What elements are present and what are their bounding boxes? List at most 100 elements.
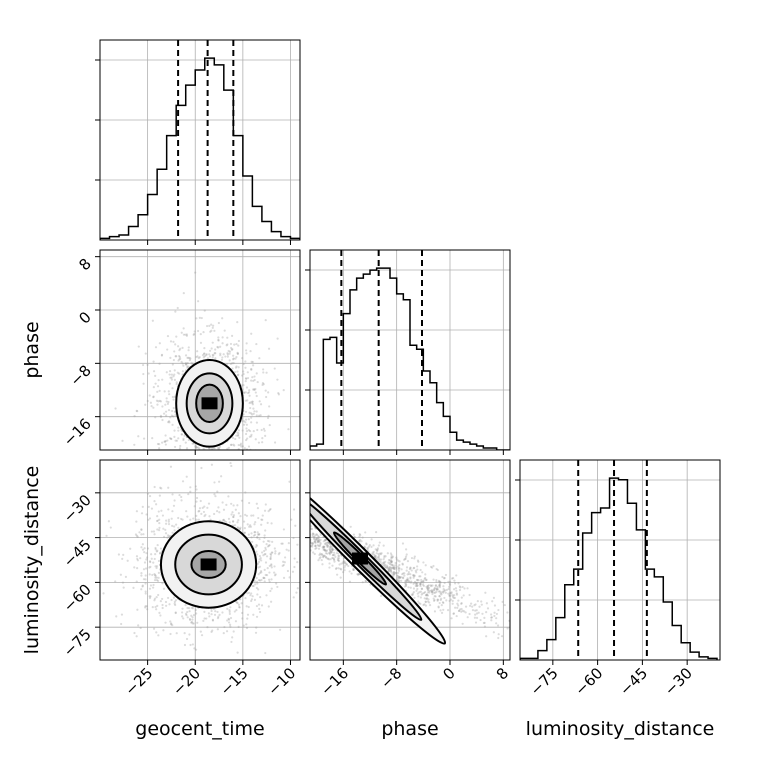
sample-point <box>319 533 322 536</box>
sample-point <box>471 609 475 612</box>
sample-point <box>413 596 416 599</box>
sample-point <box>167 518 170 521</box>
sample-point <box>175 355 178 358</box>
sample-point <box>245 342 248 345</box>
sample-point <box>430 584 433 588</box>
sample-point <box>221 356 224 359</box>
sample-point <box>382 561 385 564</box>
sample-point <box>174 603 177 607</box>
sample-point <box>330 550 334 553</box>
sample-point <box>417 560 420 563</box>
sample-point <box>246 450 248 452</box>
sample-point <box>274 539 276 541</box>
sample-point <box>172 340 175 343</box>
sample-point <box>287 541 290 545</box>
sample-point <box>251 400 254 403</box>
sample-point <box>157 400 160 403</box>
sample-point <box>419 596 422 599</box>
sample-point <box>258 558 261 561</box>
sample-point <box>455 614 458 618</box>
sample-point <box>403 572 406 575</box>
sample-point <box>214 454 216 456</box>
sample-point <box>144 605 147 608</box>
sample-point <box>435 567 438 571</box>
sample-point <box>156 528 159 531</box>
sample-point <box>165 371 168 374</box>
sample-point <box>178 452 180 454</box>
sample-point <box>432 599 436 602</box>
sample-point <box>428 601 431 604</box>
sample-point <box>308 540 310 542</box>
sample-point <box>306 542 308 544</box>
sample-point <box>191 464 193 466</box>
sample-point <box>161 441 164 444</box>
sample-point <box>326 541 330 544</box>
sample-point <box>329 546 332 549</box>
sample-point <box>161 418 164 422</box>
sample-point <box>164 522 168 525</box>
sample-point <box>219 345 222 348</box>
sample-point <box>400 579 403 582</box>
sample-point <box>217 321 220 325</box>
sample-point <box>253 388 256 391</box>
sample-point <box>174 450 176 452</box>
sample-point <box>326 544 329 547</box>
sample-point <box>495 622 498 625</box>
sample-point <box>322 555 325 558</box>
sample-point <box>259 505 261 507</box>
sample-point <box>207 451 209 453</box>
sample-point <box>238 527 242 531</box>
sample-point <box>255 550 258 553</box>
sample-point <box>199 452 201 454</box>
sample-point <box>436 599 439 602</box>
sample-point <box>423 603 426 606</box>
sample-point <box>203 514 206 518</box>
sample-point <box>109 526 112 529</box>
sample-point <box>154 382 157 385</box>
sample-point <box>254 631 258 634</box>
sample-point <box>279 516 281 518</box>
sample-point <box>439 598 442 602</box>
sample-point <box>235 342 238 346</box>
sample-point <box>180 433 184 436</box>
sample-point <box>255 626 258 629</box>
sample-point <box>283 538 285 540</box>
sample-point <box>431 591 434 594</box>
sample-point <box>438 581 441 584</box>
sample-point <box>278 532 280 534</box>
sample-point <box>180 331 183 334</box>
sample-point <box>168 370 172 373</box>
sample-point <box>419 575 422 578</box>
histogram-geocent_time <box>100 57 300 240</box>
sample-point <box>156 579 160 582</box>
sample-point <box>236 526 239 529</box>
sample-point <box>241 445 245 448</box>
sample-point <box>317 547 321 550</box>
sample-point <box>210 323 213 326</box>
sample-point <box>390 559 393 562</box>
sample-point <box>264 651 267 655</box>
sample-point <box>157 571 160 575</box>
sample-point <box>234 370 237 374</box>
sample-point <box>245 504 247 506</box>
sample-point <box>353 535 356 539</box>
sample-point <box>202 619 205 622</box>
sample-point <box>140 528 143 531</box>
sample-point <box>216 628 219 631</box>
sample-point <box>192 465 194 467</box>
sample-point <box>153 485 156 489</box>
sample-point <box>263 580 266 583</box>
sample-point <box>260 559 263 562</box>
sample-point <box>241 617 244 620</box>
sample-point <box>173 410 177 413</box>
sample-point <box>278 527 280 529</box>
sample-point <box>159 400 163 403</box>
sample-point <box>463 587 466 590</box>
sample-point <box>416 559 420 562</box>
sample-point <box>246 505 248 507</box>
sample-point <box>264 546 267 549</box>
sample-point <box>379 560 382 564</box>
sample-point <box>286 535 288 537</box>
sample-point <box>340 562 343 565</box>
sample-point <box>283 530 285 532</box>
